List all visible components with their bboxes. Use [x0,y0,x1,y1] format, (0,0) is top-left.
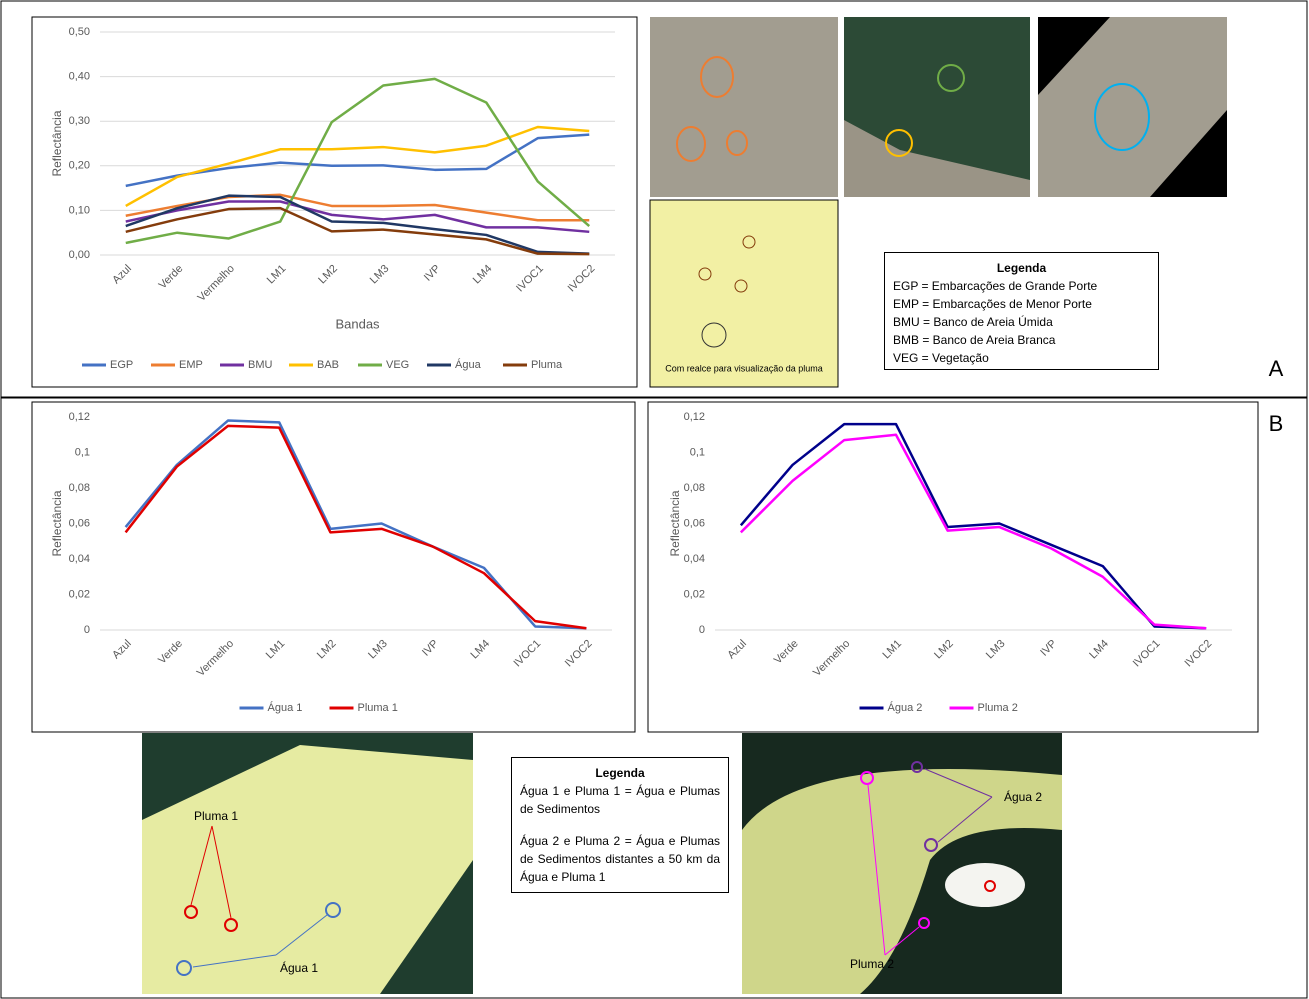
y-tick-label: 0,02 [684,588,705,600]
y-tick-label: 0,00 [69,249,90,261]
legend-title: Legenda [520,764,720,782]
y-axis-label: Reflectância [668,490,682,556]
panel-label: A [1269,356,1284,381]
y-tick-label: 0,30 [69,115,90,127]
y-tick-label: 0,50 [69,26,90,38]
y-tick-label: 0,40 [69,71,90,83]
legend-line: EMP = Embarcações de Menor Porte [893,295,1150,313]
y-tick-label: 0,06 [684,517,705,529]
y-tick-label: 0,04 [69,553,90,565]
x-axis-label: Bandas [335,316,380,331]
chart-frame [648,402,1258,732]
y-tick-label: 0 [699,624,705,636]
y-axis-label: Reflectância [50,110,64,176]
image-label: Água 2 [1004,789,1042,804]
legend-label: EMP [179,359,203,371]
legend-label: BAB [317,359,339,371]
image-caption: Com realce para visualização da pluma [665,363,823,373]
y-tick-label: 0,1 [75,446,90,458]
legend-line: EGP = Embarcações de Grande Porte [893,277,1150,295]
chart-frame [32,402,635,732]
legend-line: BMB = Banco de Areia Branca [893,331,1150,349]
y-tick-label: 0,02 [69,588,90,600]
legend-box: Legenda Água 1 e Pluma 1 = Água e Plumas… [511,757,729,893]
y-tick-label: 0,08 [684,482,705,494]
legend-label: VEG [386,359,409,371]
figure: Com realce para visualização da pluma Pl… [0,0,1309,999]
legend-label: Pluma 1 [358,702,398,714]
legend-line: BMU = Banco de Areia Úmida [893,313,1150,331]
y-tick-label: 0,04 [684,553,705,565]
y-tick-label: 0,08 [69,482,90,494]
y-tick-label: 0,12 [69,411,90,423]
y-tick-label: 0,10 [69,204,90,216]
legend-paragraph: Água 2 e Pluma 2 = Água e Plumas de Sedi… [520,832,720,886]
legend-label: Água [455,358,482,371]
image-label: Pluma 2 [850,957,894,971]
panel-label: B [1269,411,1284,436]
y-tick-label: 0,1 [690,446,705,458]
y-axis-label: Reflectância [50,490,64,556]
legend-label: BMU [248,359,273,371]
y-tick-label: 0 [84,624,90,636]
satellite-image [650,17,838,197]
image-label: Água 1 [280,960,318,975]
y-tick-label: 0,12 [684,411,705,423]
legend-label: Pluma [531,359,563,371]
enhanced-image [650,200,838,387]
legend-label: Água 2 [888,701,923,714]
y-tick-label: 0,06 [69,517,90,529]
legend-label: EGP [110,359,133,371]
legend-box: Legenda EGP = Embarcações de Grande Port… [884,252,1159,370]
legend-label: Pluma 2 [978,702,1018,714]
legend-label: Água 1 [268,701,303,714]
legend-paragraph: Água 1 e Pluma 1 = Água e Plumas de Sedi… [520,782,720,818]
chart-frame [32,17,637,387]
legend-title: Legenda [893,259,1150,277]
image-label: Pluma 1 [194,809,238,823]
y-tick-label: 0,20 [69,160,90,172]
legend-line: VEG = Vegetação [893,349,1150,367]
